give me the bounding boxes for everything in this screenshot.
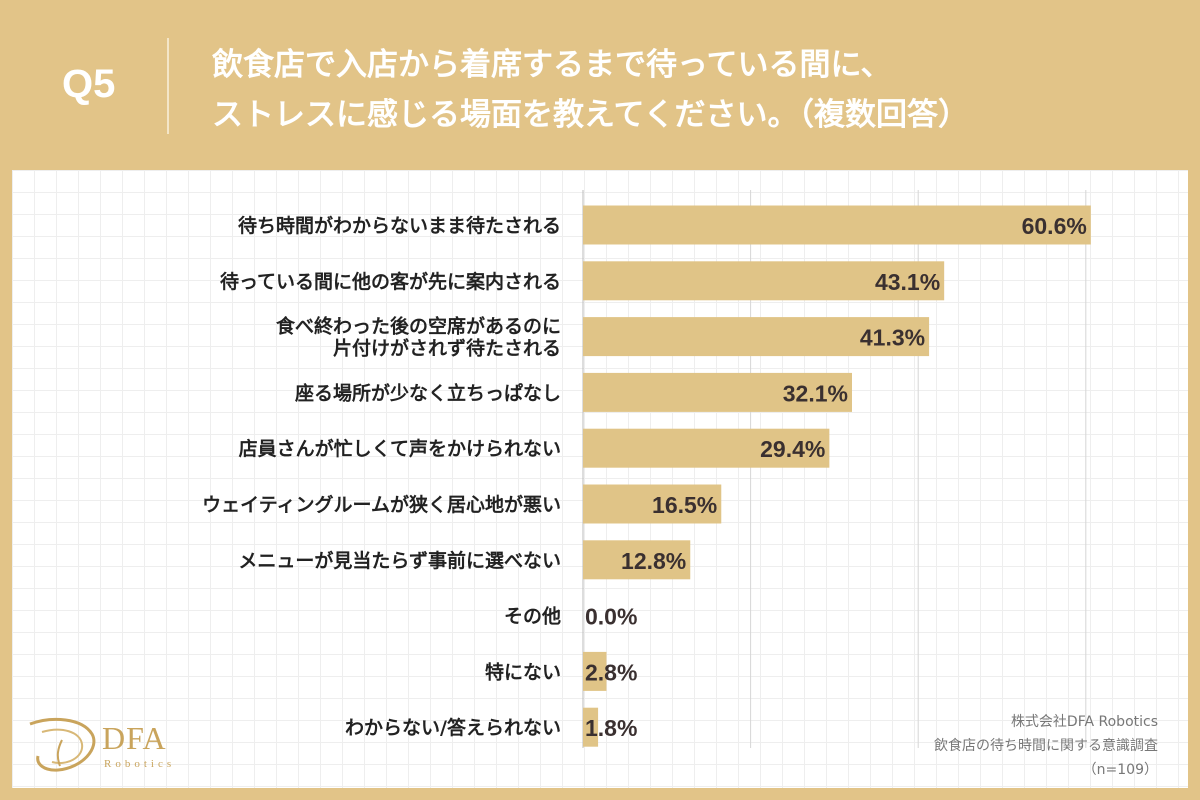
category-label: その他 (504, 605, 561, 628)
bar (583, 205, 1091, 245)
header: Q5 飲食店で入店から着席するまで待っている間に、 ストレスに感じる場面を教えて… (0, 0, 1200, 170)
bar (583, 317, 930, 357)
category-label: ウェイティングルームが狭く居心地が悪い (202, 493, 561, 516)
value-label: 12.8% (621, 548, 686, 574)
bar (583, 651, 607, 691)
question-title: 飲食店で入店から着席するまで待っている間に、 ストレスに感じる場面を教えてくださ… (212, 40, 969, 140)
question-title-line2: ストレスに感じる場面を教えてください。（複数回答） (212, 97, 970, 133)
category-label: 待ち時間がわからないまま待たされる (238, 214, 561, 237)
bar (583, 484, 722, 524)
bar (583, 540, 691, 580)
bar (583, 428, 830, 468)
value-label: 0.0% (585, 604, 637, 630)
value-label: 16.5% (652, 492, 717, 518)
category-label: 食べ終わった後の空席があるのに (276, 315, 561, 338)
source-company: 株式会社DFA Robotics (1010, 714, 1158, 730)
category-label: わからない/答えられない (345, 716, 561, 739)
value-label: 60.6% (1022, 213, 1087, 239)
category-label: 待っている間に他の客が先に案内される (220, 270, 561, 293)
logo-name: DFA (102, 720, 167, 756)
value-label: 41.3% (860, 325, 925, 351)
bar (583, 372, 852, 412)
value-label: 2.8% (585, 659, 637, 685)
logo-swoosh-icon (29, 717, 96, 772)
category-label: 特にない (485, 661, 561, 683)
header-divider (167, 38, 169, 134)
value-label: 29.4% (760, 436, 825, 462)
source-note: 株式会社DFA Robotics 飲食店の待ち時間に関する意識調査 （n=109… (934, 710, 1158, 782)
company-logo: DFA Robotics (22, 712, 192, 782)
value-label: 32.1% (783, 380, 848, 406)
value-label: 1.8% (585, 715, 637, 741)
bar (583, 707, 599, 747)
question-number: Q5 (62, 62, 116, 106)
category-label: 店員さんが忙しくて声をかけられない (239, 437, 561, 460)
value-label: 43.1% (875, 269, 940, 295)
source-survey: 飲食店の待ち時間に関する意識調査 (934, 738, 1158, 754)
question-title-line1: 飲食店で入店から着席するまで待っている間に、 (212, 47, 892, 83)
category-label: 片付けがされず待たされる (333, 337, 561, 360)
bar (583, 261, 945, 301)
category-label: メニューが見当たらず事前に選べない (238, 549, 561, 572)
category-label: 座る場所が少なく立ちっぱなし (295, 381, 561, 404)
logo-sub: Robotics (104, 758, 176, 770)
source-sample: （n=109） (1082, 762, 1158, 778)
